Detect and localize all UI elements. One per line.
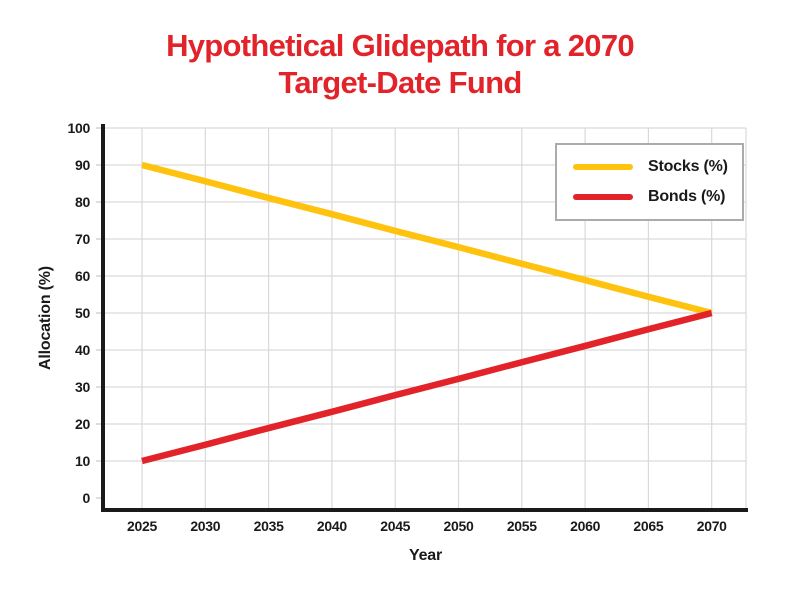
chart-title: Hypothetical Glidepath for a 2070 Target… [0, 27, 800, 101]
x-tick-label: 2050 [444, 518, 474, 534]
x-tick-label: 2030 [190, 518, 220, 534]
legend: Stocks (%) Bonds (%) [555, 143, 744, 221]
y-tick-label: 100 [68, 120, 91, 136]
y-tick-label: 80 [75, 194, 90, 210]
legend-item-bonds: Bonds (%) [573, 188, 742, 206]
y-tick-label: 30 [75, 379, 90, 395]
y-tick-label: 40 [75, 342, 90, 358]
x-tick-label: 2035 [254, 518, 284, 534]
legend-item-stocks: Stocks (%) [573, 158, 742, 176]
bonds-line-swatch [573, 194, 633, 200]
legend-label-bonds: Bonds (%) [648, 188, 726, 205]
x-tick-label: 2055 [507, 518, 537, 534]
chart-title-line-2: Target-Date Fund [278, 65, 522, 100]
x-axis-title: Year [408, 547, 442, 564]
chart-title-line-1: Hypothetical Glidepath for a 2070 [166, 28, 635, 63]
x-tick-label: 2060 [570, 518, 600, 534]
stocks-line-swatch [573, 164, 633, 170]
y-tick-label: 20 [75, 416, 90, 432]
y-tick-label: 60 [75, 268, 90, 284]
x-tick-label: 2040 [317, 518, 347, 534]
x-tick-label: 2045 [380, 518, 410, 534]
y-tick-label: 70 [75, 231, 90, 247]
x-tick-label: 2025 [127, 518, 157, 534]
x-tick-label: 2070 [697, 518, 727, 534]
y-tick-label: 0 [83, 490, 91, 506]
legend-label-stocks: Stocks (%) [648, 158, 728, 175]
bonds-line [141, 309, 713, 465]
x-tick-label: 2065 [633, 518, 663, 534]
y-tick-label: 50 [75, 305, 90, 321]
y-axis-title: Allocation (%) [37, 266, 54, 370]
y-tick-label: 90 [75, 157, 90, 173]
stocks-line [141, 161, 713, 317]
y-tick-label: 10 [75, 453, 90, 469]
